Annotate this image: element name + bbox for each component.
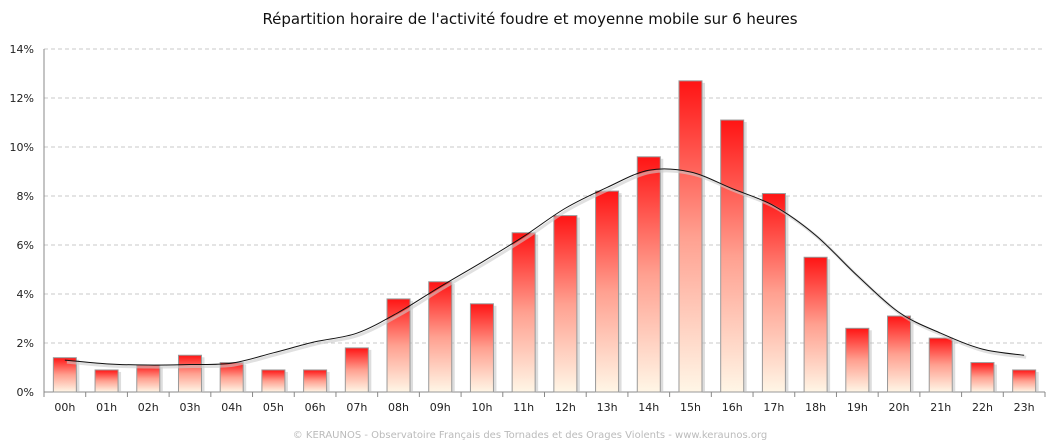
bar-00h bbox=[52, 357, 77, 393]
x-tick-label: 09h bbox=[430, 401, 451, 414]
x-tick-label: 17h bbox=[763, 401, 784, 414]
x-tick-label: 05h bbox=[263, 401, 284, 414]
x-tick-label: 11h bbox=[513, 401, 534, 414]
bar-14h bbox=[636, 156, 661, 393]
x-tick-label: 12h bbox=[555, 401, 576, 414]
bar-11h bbox=[511, 232, 536, 393]
bar-19h bbox=[845, 327, 870, 393]
bar-20h bbox=[887, 315, 912, 393]
copyright-footer: © KERAUNOS - Observatoire Français des T… bbox=[292, 430, 768, 441]
bar-16h bbox=[720, 119, 745, 393]
moving-average-shadow bbox=[66, 169, 1027, 369]
bar-06h bbox=[303, 369, 328, 393]
x-tick-label: 14h bbox=[638, 401, 659, 414]
bar-01h bbox=[94, 369, 119, 393]
x-tick-label: 20h bbox=[889, 401, 910, 414]
bar-17h bbox=[761, 193, 786, 393]
bar-10h bbox=[469, 303, 494, 393]
x-tick-label: 19h bbox=[847, 401, 868, 414]
x-tick-label: 06h bbox=[305, 401, 326, 414]
moving-average-line bbox=[64, 168, 1025, 366]
y-tick-label: 2% bbox=[17, 337, 34, 350]
x-tick-label: 10h bbox=[471, 401, 492, 414]
bar-23h bbox=[1012, 369, 1037, 393]
bar-13h bbox=[595, 190, 620, 393]
bar-12h bbox=[553, 215, 578, 393]
bar-02h bbox=[136, 364, 161, 393]
x-tick-label: 03h bbox=[179, 401, 200, 414]
y-tick-label: 6% bbox=[17, 239, 34, 252]
x-tick-label: 22h bbox=[972, 401, 993, 414]
x-tick-label: 13h bbox=[597, 401, 618, 414]
bar-21h bbox=[928, 337, 953, 393]
x-tick-label: 18h bbox=[805, 401, 826, 414]
x-tick-label: 21h bbox=[930, 401, 951, 414]
y-tick-label: 12% bbox=[10, 92, 34, 105]
bar-03h bbox=[177, 354, 202, 393]
x-tick-label: 00h bbox=[54, 401, 75, 414]
y-tick-label: 14% bbox=[10, 43, 34, 56]
y-tick-label: 0% bbox=[17, 386, 34, 399]
y-tick-label: 10% bbox=[10, 141, 34, 154]
y-tick-label: 8% bbox=[17, 190, 34, 203]
y-tick-label: 4% bbox=[17, 288, 34, 301]
x-tick-label: 23h bbox=[1014, 401, 1035, 414]
chart-title: Répartition horaire de l'activité foudre… bbox=[262, 10, 798, 28]
bar-15h bbox=[678, 80, 703, 393]
bar-09h bbox=[428, 281, 453, 393]
bar-08h bbox=[386, 298, 411, 393]
x-tick-label: 02h bbox=[138, 401, 159, 414]
x-tick-label: 01h bbox=[96, 401, 117, 414]
x-tick-label: 07h bbox=[346, 401, 367, 414]
bar-18h bbox=[803, 256, 828, 393]
x-tick-label: 08h bbox=[388, 401, 409, 414]
x-tick-label: 15h bbox=[680, 401, 701, 414]
bar-22h bbox=[970, 362, 995, 393]
bar-07h bbox=[344, 347, 369, 393]
x-tick-label: 16h bbox=[722, 401, 743, 414]
x-tick-label: 04h bbox=[221, 401, 242, 414]
bar-05h bbox=[261, 369, 286, 393]
